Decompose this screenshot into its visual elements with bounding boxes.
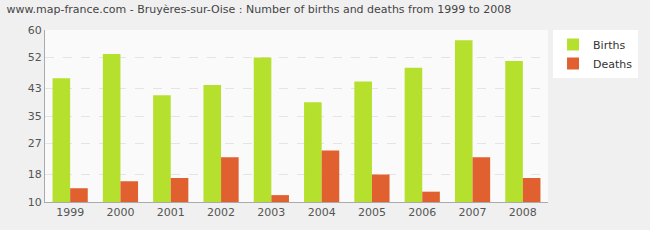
svg-text:2008: 2008: [509, 206, 537, 219]
svg-text:52: 52: [28, 51, 42, 64]
svg-text:27: 27: [28, 137, 42, 150]
svg-text:2007: 2007: [459, 206, 487, 219]
svg-text:18: 18: [28, 168, 42, 181]
svg-text:1999: 1999: [56, 206, 84, 219]
svg-text:2000: 2000: [106, 206, 134, 219]
svg-text:2005: 2005: [358, 206, 386, 219]
svg-text:2002: 2002: [207, 206, 235, 219]
svg-text:2003: 2003: [257, 206, 285, 219]
svg-text:Births: Births: [593, 39, 625, 52]
svg-text:60: 60: [28, 24, 42, 37]
svg-text:Deaths: Deaths: [593, 58, 632, 71]
svg-text:2006: 2006: [408, 206, 436, 219]
svg-text:43: 43: [28, 82, 42, 95]
svg-text:35: 35: [28, 110, 42, 123]
svg-text:10: 10: [28, 196, 42, 209]
svg-text:www.map-france.com - Bruyères-: www.map-france.com - Bruyères-sur-Oise :…: [7, 3, 512, 16]
svg-text:2001: 2001: [157, 206, 185, 219]
svg-text:2004: 2004: [308, 206, 336, 219]
